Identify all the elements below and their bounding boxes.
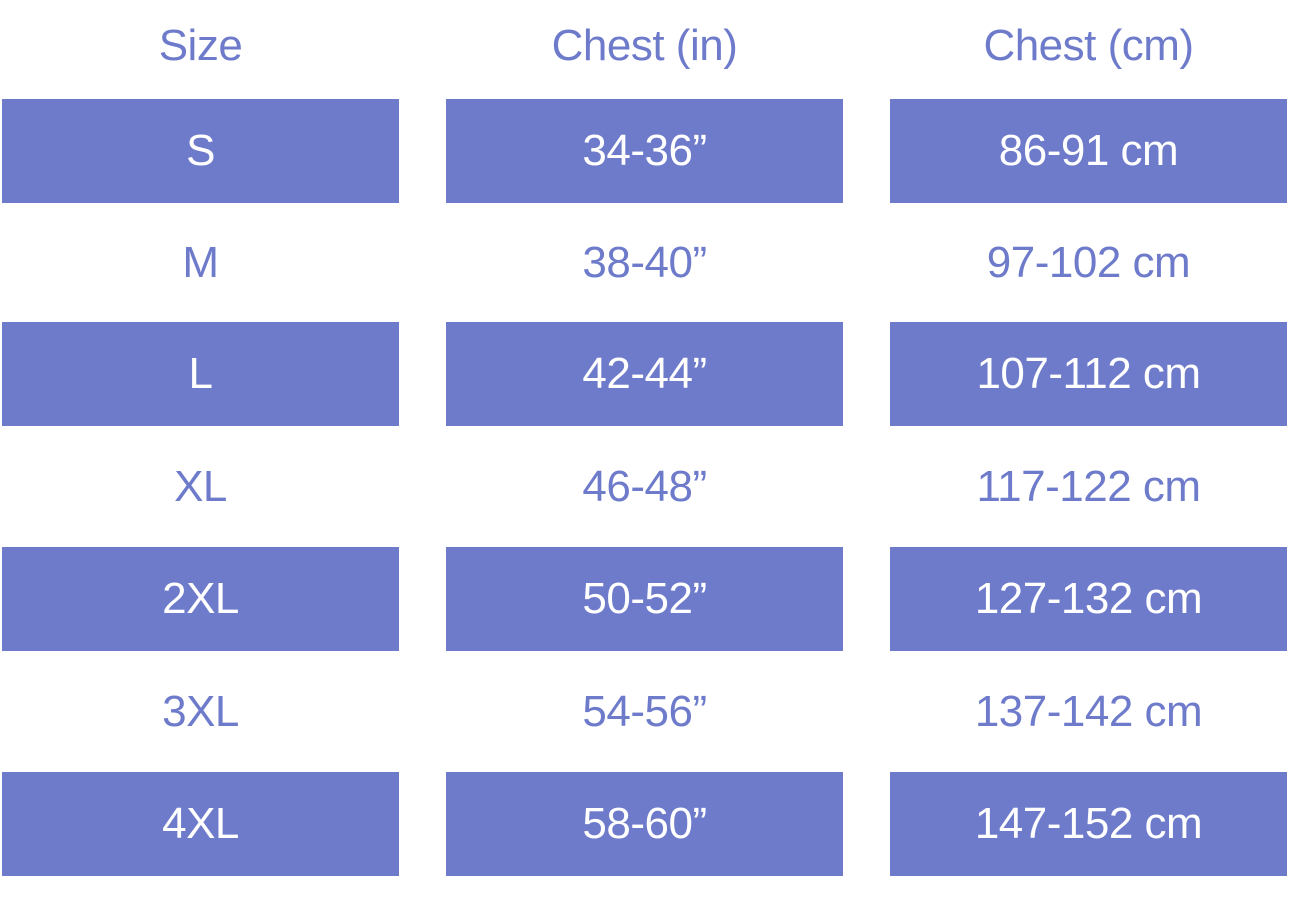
chest-cm-cell: 86-91 cm (890, 99, 1287, 203)
chest-in-cell: 58-60” (446, 772, 843, 876)
chest-in-cell: 54-56” (582, 687, 707, 736)
header-size: Size (158, 21, 243, 70)
size-cell: 2XL (2, 547, 399, 651)
chest-cm-cell: 97-102 cm (986, 238, 1191, 287)
chest-in-cell: 38-40” (582, 238, 707, 287)
size-cell: L (2, 322, 399, 426)
chest-cm-cell: 117-122 cm (976, 462, 1201, 511)
header-chest-in: Chest (in) (551, 21, 738, 70)
chest-cm-cell: 107-112 cm (890, 322, 1287, 426)
chest-in-cell: 42-44” (446, 322, 843, 426)
chest-cm-cell: 147-152 cm (890, 772, 1287, 876)
chest-in-cell: 46-48” (582, 462, 707, 511)
size-cell: XL (174, 462, 227, 511)
header-chest-cm: Chest (cm) (983, 21, 1194, 70)
chest-in-cell: 50-52” (446, 547, 843, 651)
size-cell: S (2, 99, 399, 203)
chest-in-cell: 34-36” (446, 99, 843, 203)
chest-cm-cell: 127-132 cm (890, 547, 1287, 651)
size-cell: M (182, 238, 219, 287)
chest-cm-cell: 137-142 cm (974, 687, 1203, 736)
size-cell: 3XL (162, 687, 239, 736)
size-cell: 4XL (2, 772, 399, 876)
